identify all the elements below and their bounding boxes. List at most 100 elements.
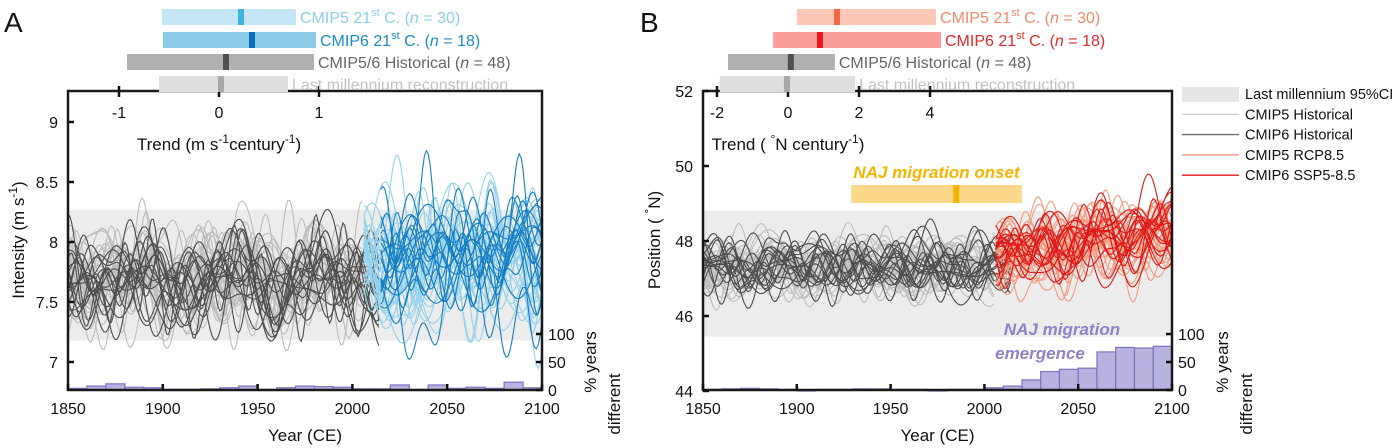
ensemble-line-cmip6-ssp5-8-5	[380, 199, 542, 339]
x-tick-label: 2000	[335, 401, 371, 418]
plot-frame	[66, 89, 544, 392]
trend-tick-label: 0	[215, 105, 224, 122]
text-part: C. (	[400, 33, 431, 50]
ensemble-line-cmip5-historical	[68, 219, 363, 339]
trend-median-mark	[783, 76, 790, 92]
ensemble-line-cmip5-historical	[68, 199, 363, 350]
legend-swatch	[1182, 87, 1239, 102]
ensemble-line-cmip6-historical	[68, 226, 380, 308]
trend-tick-label: -2	[710, 105, 724, 122]
trend-range-bar	[163, 32, 316, 48]
trend-axis-label: Trend ( °N century-1)	[712, 132, 865, 154]
legend-label: Last millennium 95%CI	[1245, 87, 1393, 103]
trend-range-bar	[728, 54, 835, 70]
x-tick-label: 1900	[145, 401, 181, 418]
legend-label: CMIP5 Historical	[1245, 107, 1353, 123]
trend-row-label: CMIP5 21st C. (n = 30)	[300, 7, 460, 27]
ensemble-line-cmip6-historical	[68, 244, 379, 326]
text-part: CMIP6 21	[320, 33, 391, 50]
text-part: C. (	[1020, 10, 1051, 27]
trend-median-mark	[787, 54, 794, 70]
histogram-bar	[1058, 368, 1079, 391]
ensemble-line-cmip6-historical	[68, 213, 380, 334]
ensemble-line-cmip6-historical	[703, 229, 1012, 294]
text-part: = 18)	[439, 33, 480, 50]
ensemble-line-cmip6-historical	[68, 244, 380, 327]
histogram-bar	[1115, 346, 1136, 391]
ensemble-line-cmip6-historical	[703, 229, 1012, 290]
x-tick-label: 2050	[1060, 401, 1096, 418]
ensemble-line-cmip6-ssp5-8-5	[380, 193, 542, 312]
text-part: n	[460, 55, 469, 72]
trend-row-label: Last millennium reconstruction	[292, 77, 508, 94]
ensemble-line-cmip5-historical	[703, 222, 995, 303]
ensemble-line-cmip6-historical	[68, 229, 380, 346]
ensemble-line-cmip6-ssp5-8-5	[995, 186, 1172, 268]
text-part: °	[770, 132, 775, 146]
right-y-tick-label: 0	[548, 383, 557, 400]
text-part: CMIP5/6 Historical (	[839, 55, 982, 72]
text-part: century	[229, 135, 285, 154]
text-part: )	[859, 135, 865, 154]
trend-range-bar	[773, 32, 942, 48]
text-part: n	[1050, 10, 1059, 27]
ensemble-line-cmip6-historical	[703, 237, 1011, 308]
ensemble-line-cmip6-ssp5-8-5	[995, 224, 1172, 279]
text-part: Intensity (m s	[9, 198, 28, 299]
x-tick-label: 2000	[967, 401, 1003, 418]
ensemble-line-cmip6-historical	[68, 241, 380, 331]
ensemble-line-cmip5-rcp8-5	[995, 189, 1172, 297]
ensemble-line-cmip6-ssp5-8-5	[380, 209, 542, 313]
x-tick-label: 1950	[240, 401, 276, 418]
ensemble-line-cmip6-historical	[703, 246, 1012, 294]
y-tick-label: 46	[675, 309, 693, 326]
ensemble-line-cmip6-ssp5-8-5	[380, 227, 542, 293]
right-y-tick-label: 100	[1178, 327, 1205, 344]
ensemble-line-cmip5-historical	[68, 231, 362, 324]
legend-label: CMIP6 SSP5-8.5	[1245, 168, 1355, 184]
text-part: st	[371, 7, 380, 19]
text-part: = 30)	[1059, 10, 1100, 27]
text-part: = 18)	[1064, 33, 1105, 50]
ensemble-line-cmip6-ssp5-8-5	[995, 208, 1172, 266]
histogram-bar	[1133, 347, 1154, 391]
text-part: Trend (m s	[137, 135, 219, 154]
text-part: st	[1016, 30, 1025, 42]
y-tick-label: 7	[49, 355, 58, 372]
y-tick-label: 9	[49, 115, 58, 132]
ensemble-line-cmip6-historical	[68, 239, 380, 334]
trend-median-mark	[833, 9, 840, 25]
legend-label: CMIP6 Historical	[1245, 128, 1353, 144]
text-part: n	[981, 55, 990, 72]
ensemble-line-cmip6-historical	[68, 208, 380, 342]
text-part: °	[642, 209, 656, 214]
ensemble-line-cmip6-ssp5-8-5	[380, 229, 542, 350]
text-part: -1	[218, 132, 229, 146]
text-part: C. (	[1025, 33, 1056, 50]
text-part: -1	[6, 187, 20, 198]
ensemble-line-cmip5-rcp8-5	[363, 198, 542, 344]
y-tick-label: 8.5	[36, 175, 58, 192]
text-part: n	[1055, 33, 1064, 50]
x-tick-label: 1950	[873, 401, 909, 418]
text-part: C. (	[380, 10, 411, 27]
text-part: Last millennium reconstruction	[859, 77, 1075, 94]
text-part: n	[410, 10, 419, 27]
trend-median-mark	[816, 32, 823, 48]
right-y-tick-label: 0	[1178, 383, 1187, 400]
text-part: CMIP6 21	[945, 33, 1016, 50]
y-tick-label: 48	[675, 234, 693, 251]
ensemble-line-cmip6-historical	[68, 237, 380, 322]
text-part: = 48)	[990, 55, 1031, 72]
trend-row-label: CMIP5/6 Historical (n = 48)	[318, 55, 511, 72]
ensemble-line-cmip6-ssp5-8-5	[995, 215, 1172, 267]
ensemble-line-cmip5-historical	[703, 237, 995, 294]
ensemble-line-cmip6-ssp5-8-5	[380, 187, 542, 361]
ensemble-line-cmip6-ssp5-8-5	[380, 225, 542, 275]
x-tick-label: 1900	[779, 401, 815, 418]
text-part: st	[391, 30, 400, 42]
trend-tick-label: 1	[315, 105, 324, 122]
y-tick-label: 52	[675, 84, 693, 101]
